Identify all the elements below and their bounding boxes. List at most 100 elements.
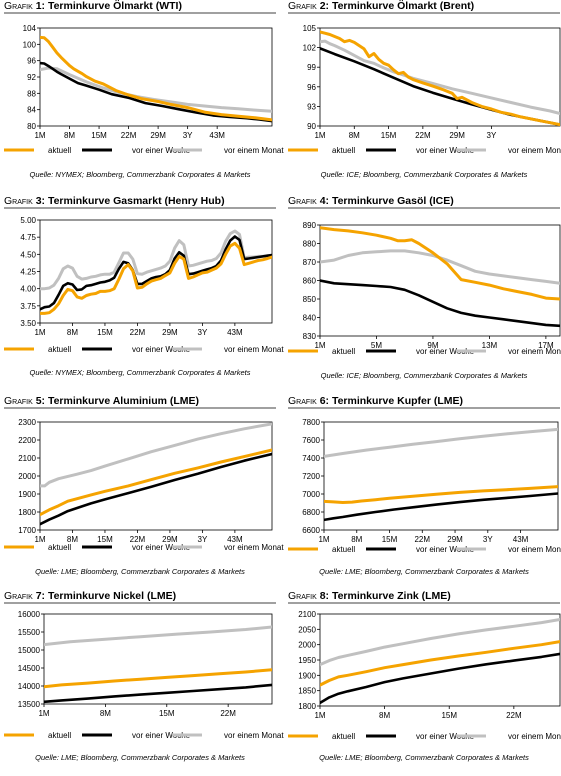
series-line-aktuell [320,30,560,126]
y-tick-label: 7400 [302,454,320,463]
legend-label-aktuell: aktuell [332,146,355,155]
y-tick-label: 80 [27,122,36,131]
y-tick-label: 96 [307,83,316,92]
x-tick-label: 22M [130,328,146,337]
x-tick-label: 8M [379,711,390,720]
legend-label-monat: vor einem Monat [224,543,284,552]
source-note: Quelle: LME; Bloomberg, Commerzbank Corp… [35,567,245,576]
y-tick-label: 15500 [18,628,41,637]
legend-label-monat: vor einem Monat [508,545,561,554]
source-note: Quelle: NYMEX; Bloomberg, Commerzbank Co… [29,368,251,377]
y-tick-label: 1950 [298,656,316,665]
x-tick-label: 29M [447,535,463,544]
y-tick-label: 1850 [298,687,316,696]
x-tick-label: 22M [220,709,236,718]
chart-title-prefix: Grafik [4,195,33,207]
series-line-woche [320,652,560,705]
x-tick-label: 15M [381,131,397,140]
chart-panel-1: Grafik 1: Terminkurve Ölmarkt (WTI) 80 84 8… [4,0,284,186]
plot-frame [43,613,273,705]
y-tick-label: 3.75 [20,302,36,311]
x-tick-label: 29M [150,131,166,140]
source-note: Quelle: LME; Bloomberg, Commerzbank Corp… [319,567,529,576]
y-tick-label: 2200 [18,436,36,445]
x-tick-label: 22M [415,131,431,140]
x-tick-label: 43M [227,328,243,337]
y-tick-label: 2100 [298,610,316,619]
chart-title: Grafik 6: Terminkurve Kupfer (LME) [288,395,463,407]
plot-frame [319,27,561,127]
series-line-aktuell [40,448,272,517]
x-tick-label: 5M [371,341,382,350]
y-tick-label: 96 [27,57,36,66]
chart-svg: 1800 1850 1900 1950 2000 2050 2100 1M 8M 15M 22M ak… [288,602,561,741]
x-tick-label: 22M [130,535,146,544]
chart-title: Grafik 8: Terminkurve Zink (LME) [288,590,451,602]
x-tick-label: 29M [162,535,178,544]
series-line-woche [40,61,272,123]
chart-title-text: Terminkurve Ölmarkt (WTI) [47,0,182,12]
chart-panel-6: Grafik 6: Terminkurve Kupfer (LME) 6600 68… [288,395,561,581]
x-tick-label: 15M [441,711,457,720]
y-tick-label: 2050 [298,625,316,634]
chart-title-number: 6: [316,395,332,407]
y-tick-label: 7800 [302,418,320,427]
x-tick-label: 15M [97,328,113,337]
chart-panel-5: Grafik 5: Terminkurve Aluminium (LME) 170… [4,395,284,581]
series-line-aktuell [320,640,560,687]
legend-label-woche: vor einer Woche [416,347,475,356]
y-tick-label: 890 [303,221,317,230]
legend-label-woche: vor einer Woche [416,545,475,554]
chart-title: Grafik 3: Terminkurve Gasmarkt (Henry Hu… [4,195,225,207]
chart-svg: 1700 1800 1900 2000 2100 2200 2300 1M 8M 15M 22M 29… [4,407,284,552]
y-tick-label: 90 [307,122,316,131]
y-tick-label: 1800 [298,702,316,711]
x-tick-label: 1M [314,131,325,140]
source-note: Quelle: ICE; Bloomberg, Commerzbank Corp… [320,371,528,380]
x-tick-label: 8M [349,131,360,140]
source-note: Quelle: NYMEX; Bloomberg, Commerzbank Co… [29,170,251,179]
chart-panel-4: Grafik 4: Terminkurve Gasöl (ICE) 830 840 8… [288,195,561,381]
series-line-monat [44,625,272,647]
x-tick-label: 8M [351,535,362,544]
x-tick-label: 1M [34,131,45,140]
x-tick-label: 22M [414,535,430,544]
y-tick-label: 7000 [302,490,320,499]
legend-label-aktuell: aktuell [332,545,355,554]
x-tick-label: 8M [67,535,78,544]
chart-title-text: Terminkurve Gasöl (ICE) [331,195,454,207]
y-tick-label: 14000 [18,682,41,691]
x-tick-label: 8M [100,709,111,718]
series-line-woche [320,279,560,328]
legend-label-aktuell: aktuell [48,345,71,354]
y-tick-label: 2000 [298,641,316,650]
x-tick-label: 1M [34,535,45,544]
chart-title-number: 5: [32,395,48,407]
y-tick-label: 2100 [18,454,36,463]
y-tick-label: 15000 [18,646,41,655]
x-tick-label: 3Y [483,535,493,544]
y-tick-label: 99 [307,63,316,72]
y-tick-label: 830 [303,332,317,341]
chart-svg: 6600 6800 7000 7200 7400 7600 7800 1M 8M 15M 22M 29… [288,407,561,554]
y-tick-label: 7200 [302,472,320,481]
y-tick-label: 2300 [18,418,36,427]
chart-title-number: 2: [316,0,332,12]
y-tick-label: 92 [27,73,36,82]
chart-title-number: 8: [316,590,332,602]
y-tick-label: 88 [27,89,36,98]
legend-label-monat: vor einem Monat [224,731,284,740]
chart-title: Grafik 7: Terminkurve Nickel (LME) [4,590,176,602]
y-tick-label: 2000 [18,472,36,481]
y-tick-label: 93 [307,102,316,111]
y-tick-label: 6600 [302,526,320,535]
series-line-monat [324,427,558,458]
chart-svg: 80 84 88 92 96 100 104 1M 8M 15M 22M 29M 3Y 43M aktuel… [4,12,284,155]
x-tick-label: 13M [482,341,498,350]
x-tick-label: 17M [538,341,554,350]
legend-label-monat: vor einem Monat [508,347,561,356]
chart-panel-8: Grafik 8: Terminkurve Zink (LME) 1800 1850… [288,590,561,776]
legend-label-monat: vor einem Monat [224,146,284,155]
chart-title-prefix: Grafik [4,590,33,602]
legend-label-woche: vor einer Woche [132,543,191,552]
